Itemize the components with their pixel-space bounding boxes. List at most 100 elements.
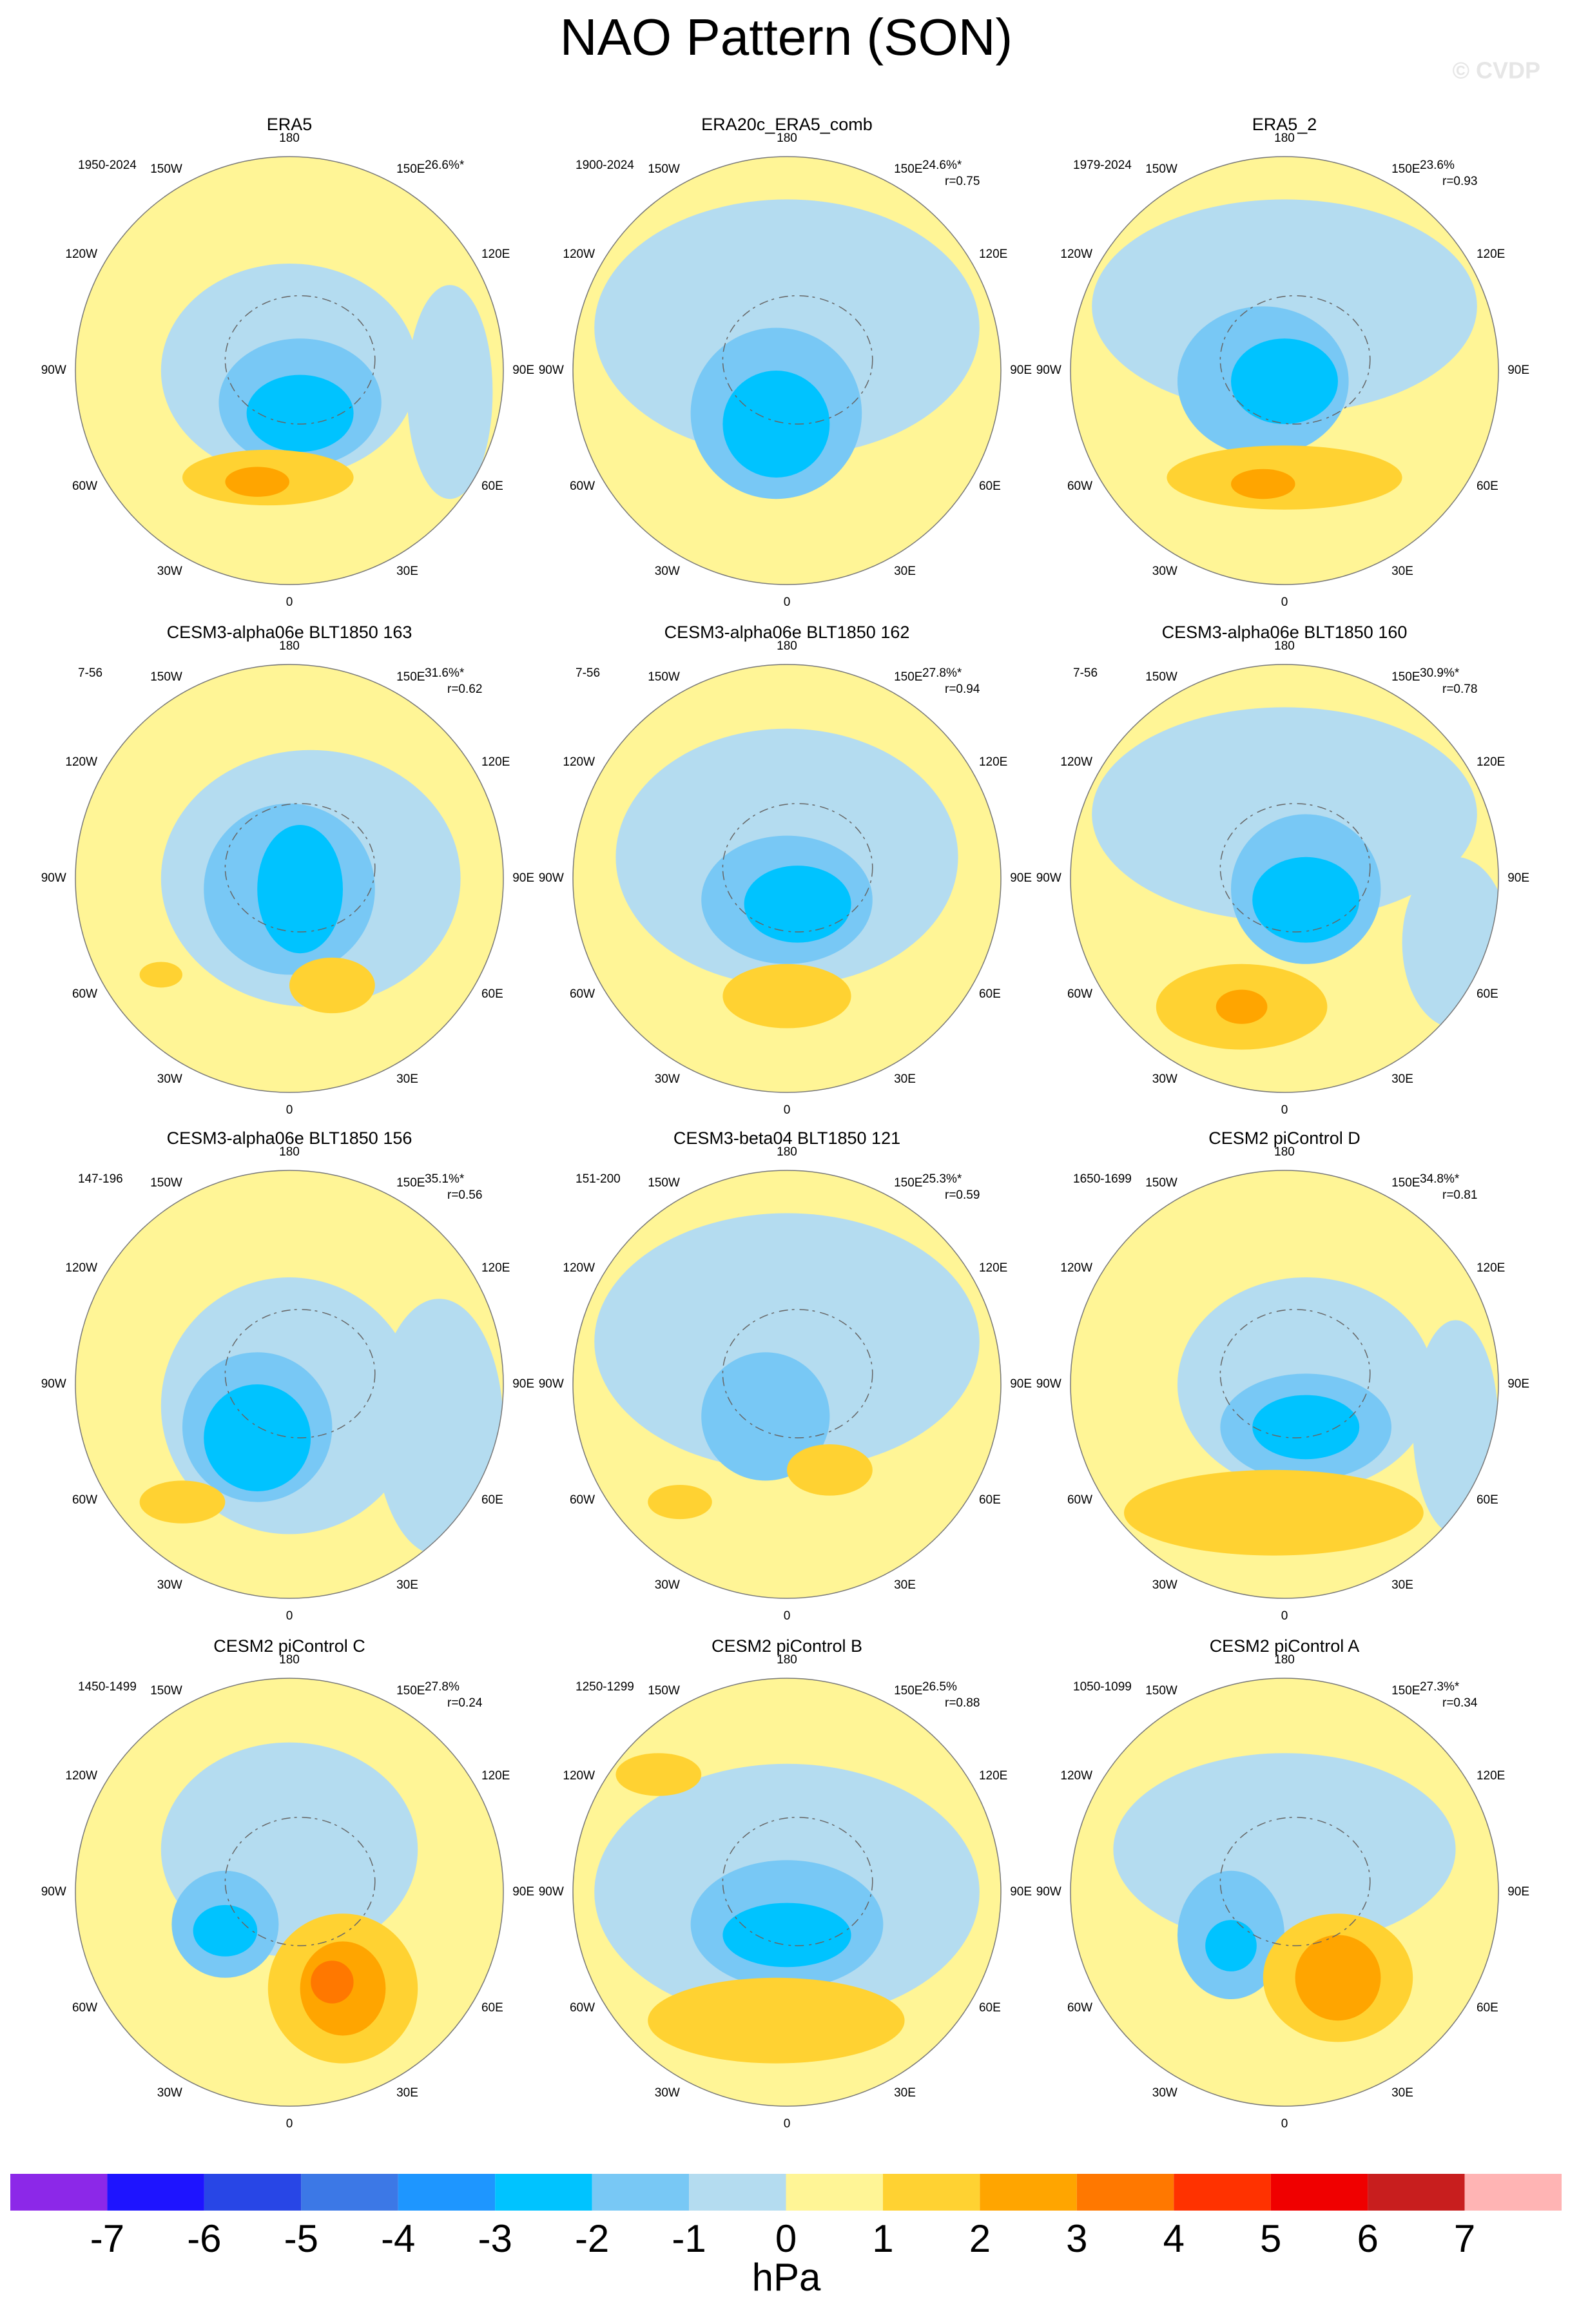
field-contour: [311, 1961, 354, 2004]
longitude-label: 150E: [1391, 670, 1420, 684]
longitude-label: 90W: [539, 871, 564, 885]
longitude-label: 90W: [41, 871, 66, 885]
longitude-label: 120E: [979, 1261, 1007, 1275]
colorbar-tick-label: -7: [90, 2217, 124, 2260]
period-label: 1979-2024: [1073, 159, 1132, 172]
coastline: [224, 1309, 376, 1438]
field: [573, 157, 1001, 585]
variance-label: 23.6%: [1420, 159, 1455, 172]
color-box: [1270, 2174, 1368, 2211]
longitude-label: 120W: [65, 1261, 97, 1275]
map-panel: CESM2 piControl B 1250-1299 26.5% r=0.88 180…: [539, 1636, 1032, 2131]
longitude-label: 120W: [1060, 755, 1092, 769]
period-label: 7-56: [78, 666, 102, 680]
correlation-label: r=0.75: [945, 175, 980, 188]
longitude-label: 60W: [570, 2001, 595, 2015]
field: [75, 1170, 503, 1598]
variance-label: 30.9%*: [1420, 666, 1460, 680]
panel-title: CESM3-alpha06e BLT1850 156: [167, 1128, 412, 1148]
field-contour: [204, 1384, 311, 1491]
longitude-label: 120E: [1477, 247, 1505, 261]
longitude-label: 60W: [570, 1493, 595, 1507]
longitude-label: 90E: [1507, 1885, 1529, 1899]
color-box: [882, 2174, 980, 2211]
field: [1070, 1170, 1498, 1598]
longitude-label: 30W: [655, 565, 680, 578]
longitude-label: 150E: [396, 670, 425, 684]
color-box: [204, 2174, 302, 2211]
longitude-label: 30W: [655, 1072, 680, 1086]
field-contour: [1216, 989, 1268, 1024]
longitude-label: 30W: [1152, 1072, 1177, 1086]
longitude-label: 180: [777, 131, 797, 145]
longitude-label: 180: [1274, 1145, 1295, 1159]
longitude-label: 150W: [1145, 162, 1177, 176]
longitude-label: 30E: [1391, 1578, 1413, 1592]
longitude-label: 90E: [1010, 871, 1032, 885]
longitude-label: 60W: [1067, 1493, 1092, 1507]
longitude-label: 150W: [150, 1684, 182, 1698]
colorbar-label: hPa: [752, 2256, 821, 2299]
colorbar: -7 -6 -5 -4 -3 -2 -1 0 1 2 3 4 5 6 7 hPa: [10, 2174, 1562, 2299]
longitude-label: 60E: [979, 987, 1001, 1001]
longitude-label: 60E: [979, 1493, 1001, 1507]
longitude-label: 120W: [65, 1769, 97, 1783]
field-contour: [594, 1213, 980, 1470]
colorbar-tick-label: -2: [575, 2217, 609, 2260]
longitude-label: 30W: [655, 2086, 680, 2100]
longitude-label: 180: [777, 639, 797, 653]
variance-label: 31.6%*: [425, 666, 465, 680]
longitude-label: 0: [286, 1609, 293, 1623]
period-label: 1050-1099: [1073, 1680, 1132, 1694]
map-boundary: [75, 664, 504, 1093]
field: [75, 664, 503, 1092]
figure-title: NAO Pattern (SON): [560, 8, 1012, 66]
longitude-label: 120W: [65, 247, 97, 261]
longitude-label: 0: [1281, 596, 1288, 609]
period-label: 151-200: [576, 1172, 621, 1186]
field: [75, 157, 503, 585]
longitude-label: 30W: [157, 1072, 182, 1086]
longitude-label: 60E: [481, 987, 503, 1001]
field-contour: [615, 1753, 702, 1796]
longitude-label: 150E: [1391, 1684, 1420, 1698]
field-contour: [407, 285, 493, 499]
longitude-label: 120W: [563, 1261, 595, 1275]
longitude-label: 120E: [481, 755, 510, 769]
longitude-label: 30E: [396, 1072, 418, 1086]
map-boundary: [572, 1678, 1002, 2107]
colorbar-tick-label: 2: [969, 2217, 991, 2260]
period-label: 147-196: [78, 1172, 123, 1186]
longitude-label: 120W: [563, 247, 595, 261]
colorbar-tick-label: 0: [775, 2217, 797, 2260]
longitude-label: 150W: [1145, 670, 1177, 684]
panel-title: CESM3-alpha06e BLT1850 162: [664, 623, 910, 642]
longitude-label: 180: [279, 639, 300, 653]
field-contour: [257, 825, 343, 954]
longitude-label: 90W: [539, 1885, 564, 1899]
field-contour: [1092, 707, 1477, 922]
longitude-label: 120E: [1477, 755, 1505, 769]
color-box: [1464, 2174, 1562, 2211]
colorbar-tick-label: 1: [872, 2217, 893, 2260]
coastline: [722, 1309, 873, 1438]
map-panel: ERA5_2 1979-2024 23.6% r=0.93 180 150E 120E 90E…: [1036, 115, 1529, 609]
longitude-label: 150E: [396, 1684, 425, 1698]
map-panel: CESM3-beta04 BLT1850 121 151-200 25.3%* r=0…: [539, 1128, 1032, 1623]
longitude-label: 60E: [1477, 2001, 1498, 2015]
longitude-label: 60E: [481, 2001, 503, 2015]
longitude-label: 90E: [1507, 871, 1529, 885]
field: [1070, 664, 1498, 1092]
longitude-label: 30W: [157, 2086, 182, 2100]
variance-label: 35.1%*: [425, 1172, 465, 1186]
variance-label: 25.3%*: [922, 1172, 962, 1186]
longitude-label: 120E: [481, 1261, 510, 1275]
longitude-label: 0: [286, 1103, 293, 1117]
longitude-label: 60W: [1067, 987, 1092, 1001]
color-box: [786, 2174, 883, 2211]
longitude-label: 90E: [512, 1885, 534, 1899]
correlation-label: r=0.34: [1442, 1696, 1478, 1710]
longitude-label: 150W: [648, 1176, 680, 1190]
longitude-label: 60W: [72, 479, 97, 493]
map-panel: CESM2 piControl A 1050-1099 27.3%* r=0.34 18…: [1036, 1636, 1529, 2131]
